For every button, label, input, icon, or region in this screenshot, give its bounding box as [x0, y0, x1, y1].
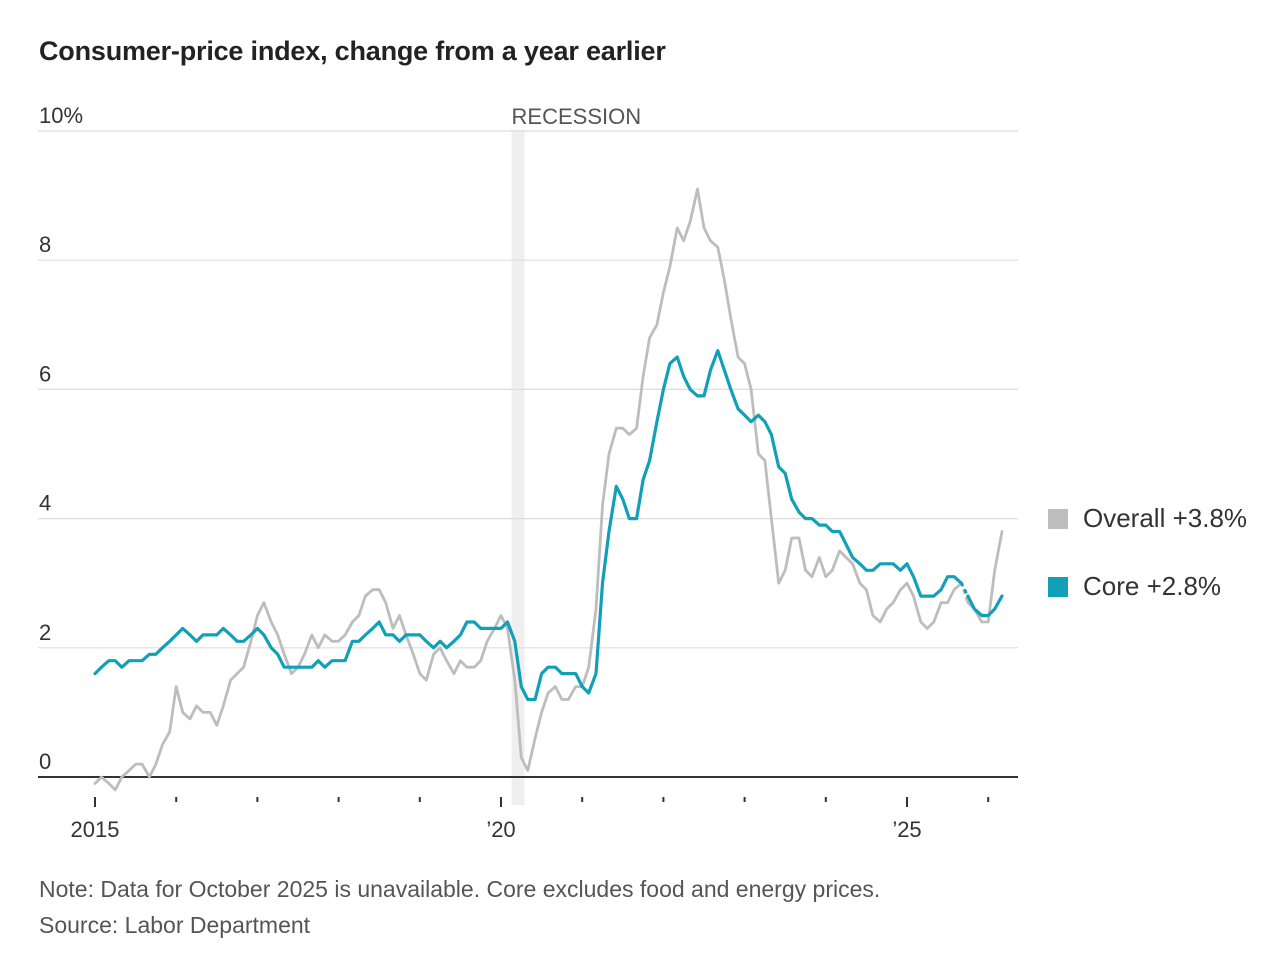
y-tick-label: 10%	[39, 103, 83, 128]
x-tick-label: ’25	[892, 817, 921, 842]
gridlines	[38, 130, 1018, 649]
legend-swatch-core	[1048, 576, 1068, 597]
core-missing-data-gap	[959, 581, 970, 598]
core-line-segment	[966, 594, 1004, 618]
recession-band-group: RECESSION	[511, 104, 642, 805]
legend-item-core: Core +2.8%	[1048, 571, 1221, 602]
x-tick-label: 2015	[71, 817, 120, 842]
chart-note: Note: Data for October 2025 is unavailab…	[39, 876, 881, 902]
core-line-segment	[93, 349, 964, 702]
x-axis: 2015 ’20 ’25	[38, 776, 1018, 842]
x-tick-label: ’20	[486, 817, 515, 842]
overall-line-segment	[93, 187, 963, 792]
legend-label-overall: Overall +3.8%	[1083, 503, 1248, 533]
y-axis-labels: 0 2 4 6 8 10%	[39, 103, 83, 774]
chart-source: Source: Labor Department	[39, 912, 311, 938]
y-tick-label: 0	[39, 749, 51, 774]
legend-swatch-overall	[1048, 508, 1068, 529]
y-tick-label: 2	[39, 620, 51, 645]
legend-label-core: Core +2.8%	[1083, 571, 1222, 601]
y-tick-label: 4	[39, 491, 51, 516]
y-tick-label: 8	[39, 232, 51, 257]
series-lines	[93, 187, 1004, 792]
chart-title: Consumer-price index, change from a year…	[39, 36, 666, 66]
y-tick-label: 6	[39, 361, 51, 386]
legend-item-overall: Overall +3.8%	[1048, 503, 1247, 534]
recession-label: RECESSION	[512, 104, 642, 129]
recession-band	[511, 130, 525, 805]
